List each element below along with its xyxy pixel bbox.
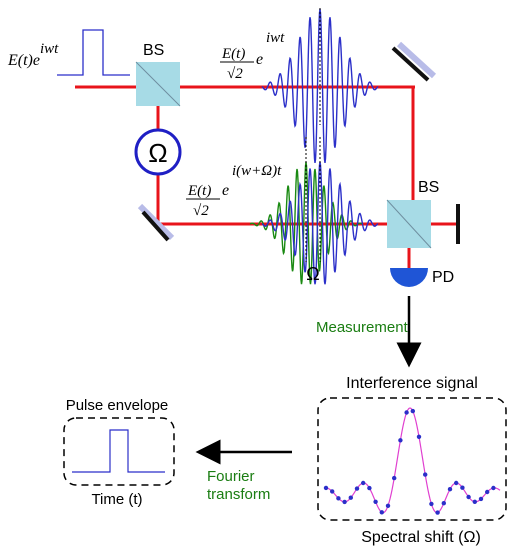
svg-text:E(t): E(t) <box>221 46 245 62</box>
interference-data-point <box>485 489 490 495</box>
interference-data-point <box>336 496 341 501</box>
interference-data-points <box>323 408 496 515</box>
beam-splitter-2-label: BS <box>418 179 439 196</box>
interference-data-point <box>385 503 391 508</box>
beam-splitter-icon <box>135 61 181 107</box>
interference-data-point <box>472 499 477 504</box>
omega-shift-marker: Ω <box>306 264 319 284</box>
interference-data-point <box>323 485 329 491</box>
interference-data-point <box>441 501 446 506</box>
reference-lines <box>305 8 321 262</box>
interference-data-point <box>330 489 335 494</box>
interference-data-point <box>478 496 484 502</box>
input-field-formula: E(t)eiwt <box>7 41 59 69</box>
mirror-icon <box>391 41 437 82</box>
interference-data-point <box>423 472 428 477</box>
phase-shifter-icon <box>134 128 182 176</box>
photodetector-label: PD <box>432 269 454 286</box>
upper-arm-formula: E(t) √2 e iwt <box>220 30 285 82</box>
interference-data-point <box>447 487 453 492</box>
svg-text:e: e <box>222 182 229 199</box>
spectral-shift-label: Spectral shift (Ω) <box>361 529 481 546</box>
svg-text:iwt: iwt <box>266 30 285 46</box>
interference-data-point <box>361 480 366 486</box>
interference-data-point <box>354 486 360 491</box>
svg-text:e: e <box>256 51 263 68</box>
interference-data-point <box>404 410 409 415</box>
interference-data-point <box>373 499 378 504</box>
interference-data-point <box>392 475 397 481</box>
pulse-envelope-title: Pulse envelope <box>66 397 169 414</box>
interference-data-point <box>410 408 415 414</box>
fourier-label-line1: Fourier <box>207 468 255 485</box>
svg-text:i(w+Ω)t: i(w+Ω)t <box>232 163 282 179</box>
photodetector-icon <box>390 268 428 287</box>
pulse-envelope-curve <box>72 429 165 473</box>
interference-data-point <box>398 438 403 443</box>
interference-data-point <box>466 494 471 500</box>
svg-text:E(t): E(t) <box>187 183 211 199</box>
interference-data-point <box>454 480 459 486</box>
interference-data-point <box>435 510 440 515</box>
svg-text:√2: √2 <box>193 203 209 219</box>
interference-data-point <box>367 485 372 491</box>
beam-splitter-1-label: BS <box>143 42 164 59</box>
interference-data-point <box>342 499 347 505</box>
interference-signal-title: Interference signal <box>346 375 478 392</box>
interference-data-point <box>348 495 353 500</box>
time-axis-label: Time (t) <box>91 491 142 508</box>
interference-signal-box <box>317 397 507 521</box>
fourier-label-line2: transform <box>207 486 270 503</box>
interference-data-point <box>416 434 422 439</box>
input-pulse-icon <box>57 29 130 76</box>
lower-arm-formula: E(t) √2 e i(w+Ω)t <box>186 163 282 219</box>
interference-data-point <box>491 485 496 491</box>
measurement-label: Measurement <box>316 319 409 336</box>
phase-shift-symbol: Ω <box>148 138 167 168</box>
interference-data-point <box>429 501 434 507</box>
svg-text:√2: √2 <box>227 66 243 82</box>
pulse-envelope-box <box>63 417 175 486</box>
mirror-icon <box>137 203 175 242</box>
interference-data-point <box>460 485 465 490</box>
interference-data-point <box>379 510 384 515</box>
beam-splitter-icon <box>386 199 432 249</box>
